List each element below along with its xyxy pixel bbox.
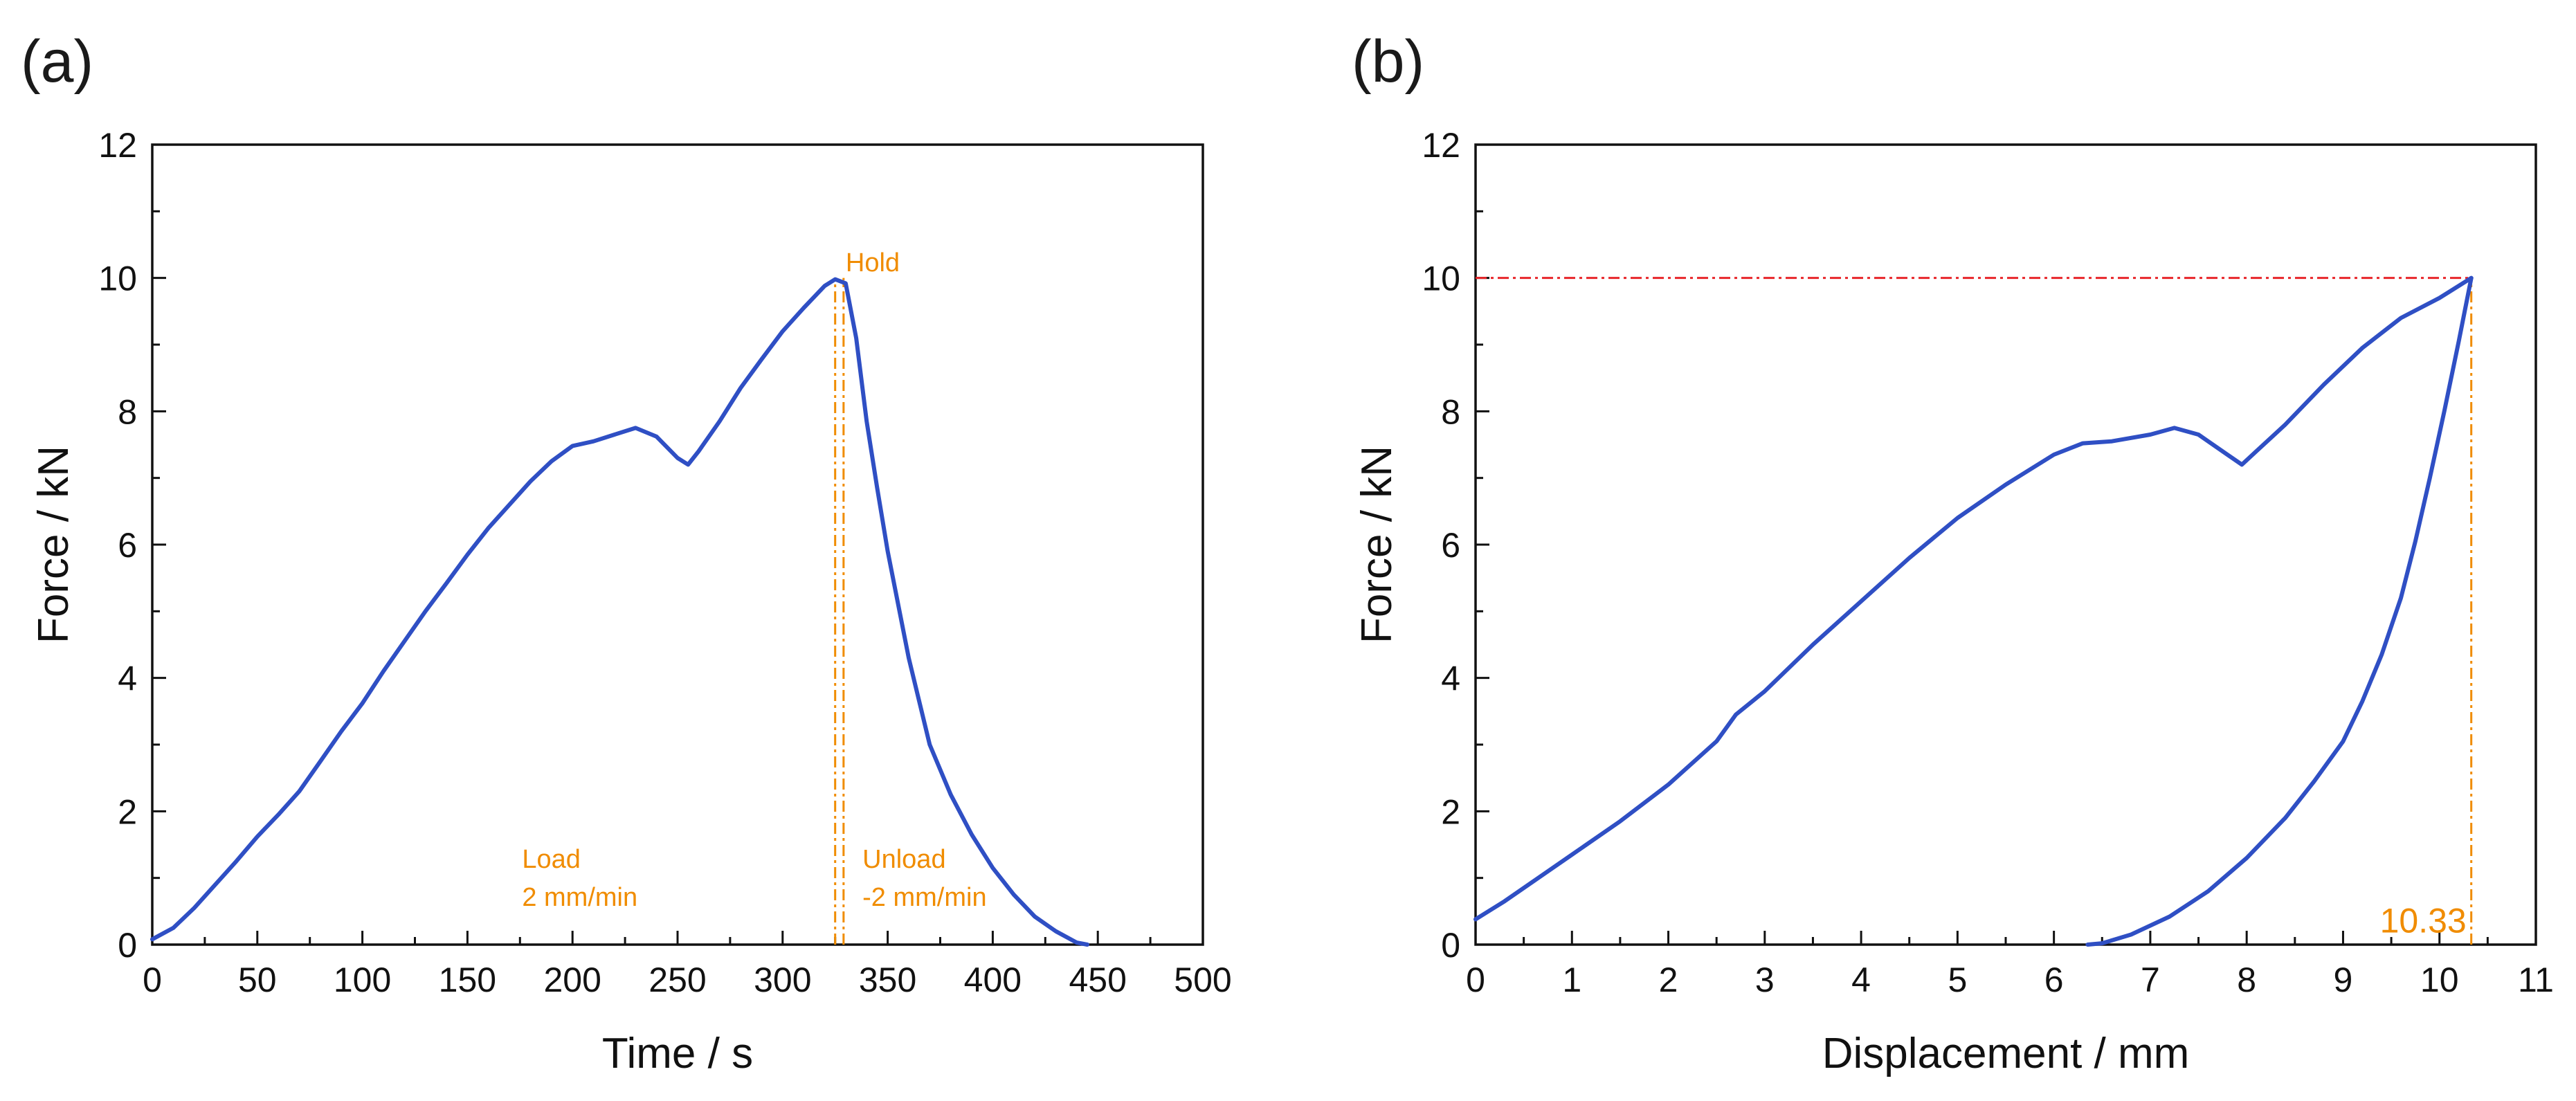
x-tick-label: 100 — [334, 961, 391, 999]
y-tick-label: 12 — [98, 126, 137, 165]
annotation-label: 2 mm/min — [522, 883, 637, 912]
y-tick-label: 12 — [1422, 126, 1460, 165]
panel-a: (a) 0 50 100 150 200 250 300 350 400 450 500 0 2 4 6 8 10… — [21, 28, 1232, 1077]
x-tick-label: 450 — [1069, 961, 1126, 999]
panel-label: (a) — [21, 28, 93, 95]
series-line-unloading — [2085, 275, 2474, 947]
y-tick-label: 8 — [118, 392, 137, 431]
y-tick-label: 2 — [118, 792, 137, 831]
series-line-force — [150, 277, 1089, 947]
x-tick-label: 9 — [2334, 961, 2353, 999]
x-tick-label: 5 — [1948, 961, 1967, 999]
y-tick-label: 8 — [1441, 392, 1460, 431]
x-axis-title: Displacement / mm — [1822, 1030, 2190, 1077]
y-tick-label: 4 — [118, 659, 137, 698]
x-tick-label: 150 — [439, 961, 496, 999]
y-tick-label: 0 — [1441, 926, 1460, 965]
x-tick-label: 200 — [543, 961, 601, 999]
x-tick-label: 2 — [1659, 961, 1678, 999]
x-tick-label: 11 — [2518, 961, 2554, 999]
x-tick-label: 400 — [964, 961, 1022, 999]
y-tick-label: 2 — [1441, 792, 1460, 831]
y-axis-title: Force / kN — [30, 446, 78, 644]
x-tick-label: 4 — [1851, 961, 1871, 999]
series-line-loading — [1473, 275, 2474, 922]
annotation-label: Unload — [862, 845, 945, 874]
y-tick-label: 10 — [98, 260, 137, 298]
annotation-label: 10.33 — [2380, 902, 2467, 940]
panel-label: (b) — [1352, 28, 1424, 95]
annotation-label: Load — [522, 845, 581, 874]
x-tick-label: 0 — [1466, 961, 1485, 999]
y-tick-label: 0 — [118, 926, 137, 965]
annotation-label: -2 mm/min — [862, 883, 986, 912]
x-tick-label: 0 — [143, 961, 162, 999]
x-tick-label: 6 — [2044, 961, 2064, 999]
y-tick-label: 6 — [118, 526, 137, 565]
y-tick-label: 10 — [1422, 260, 1460, 298]
x-tick-label: 300 — [754, 961, 811, 999]
plot-frame — [151, 143, 1204, 946]
x-tick-label: 250 — [648, 961, 706, 999]
x-tick-label: 500 — [1174, 961, 1231, 999]
x-tick-label: 10 — [2420, 961, 2459, 999]
x-tick-label: 8 — [2237, 961, 2256, 999]
x-tick-label: 1 — [1562, 961, 1581, 999]
x-tick-label: 350 — [859, 961, 916, 999]
x-tick-label: 3 — [1755, 961, 1775, 999]
annotation-label: Hold — [846, 248, 900, 277]
x-tick-label: 7 — [2141, 961, 2160, 999]
x-axis-title: Time / s — [602, 1030, 753, 1077]
y-tick-label: 6 — [1441, 526, 1460, 565]
plot-frame — [1474, 143, 2537, 946]
x-tick-label: 50 — [238, 961, 277, 999]
y-axis-title: Force / kN — [1353, 446, 1401, 644]
y-tick-label: 4 — [1441, 659, 1460, 698]
